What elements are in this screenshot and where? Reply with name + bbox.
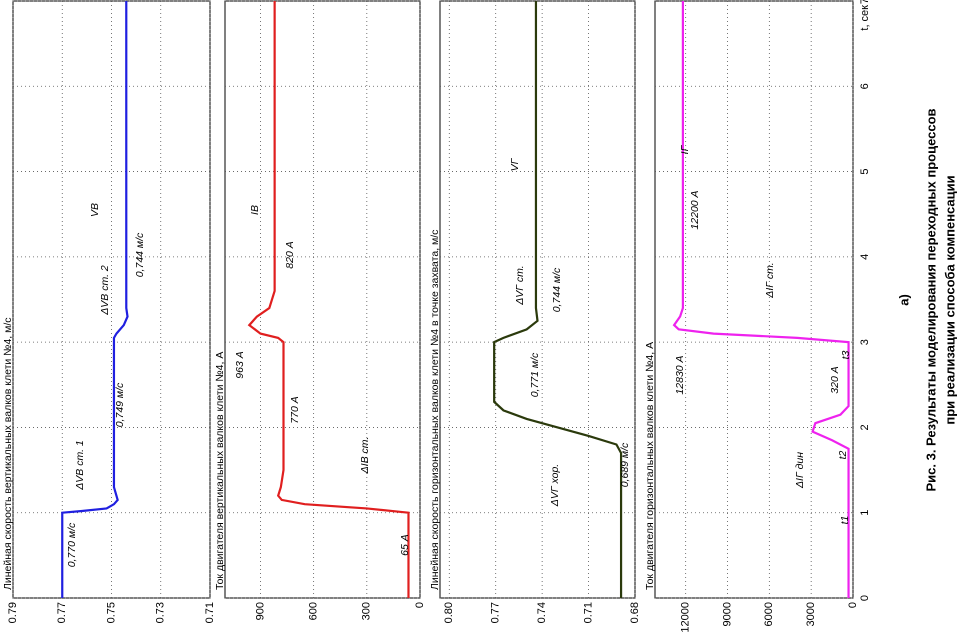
y-tick-label: 0.71 [582,602,594,623]
annotation: 0,689 м/с [619,442,631,487]
annotation: ΔVГ хор. [549,464,561,507]
panel-title: Ток двигателя горизонтальных валков клет… [644,342,656,590]
annotation: t2 [837,450,849,459]
y-tick-label: 0.74 [536,602,548,623]
annotation: 0,744 м/с [134,232,146,277]
annotation: t3 [840,350,852,359]
annotation: 65 А [399,534,411,556]
annotation: ΔIВ ст. [359,437,371,475]
annotation: ΔVГ ст. [514,265,526,305]
annotation: 0,771 м/с [529,352,541,397]
panel-frame [439,0,636,599]
y-tick-label: 300 [361,602,373,620]
y-tick-label: 900 [254,602,266,620]
y-tick-label: 0.77 [490,602,502,623]
x-tick-label: 4 [859,254,871,260]
y-tick-label: 0.68 [629,602,641,623]
annotation: t1 [839,516,851,525]
x-tick-label: 2 [859,424,871,430]
annotation: 0,744 м/с [551,267,563,312]
annotation: 320 А [829,366,841,393]
annotation: IВ [249,205,261,215]
y-tick-label: 600 [308,602,320,620]
y-tick-label: 0 [847,602,859,608]
annotation: 963 А [234,351,246,378]
annotation: VГ [509,157,521,171]
y-tick-label: 0.71 [204,602,216,623]
panel-title: Линейная скорость горизонтальных валков … [429,230,441,590]
annotation: 12830 А [674,355,686,394]
y-tick-label: 0.77 [56,602,68,623]
panel-title: Линейная скорость вертикальных валков кл… [2,317,14,590]
data-line [493,1,623,598]
data-line [247,1,410,598]
annotation: IГ [679,144,691,154]
x-tick-label: 7 [859,0,871,4]
annotation: 770 А [289,396,301,423]
data-line [61,1,129,598]
panel-title: Ток двигателя вертикальных валков клети … [214,352,226,590]
x-tick-label: 1 [859,510,871,516]
panel-frame [12,0,211,599]
x-tick-label: 0 [859,595,871,601]
y-tick-label: 3000 [805,602,817,626]
panel-frame [224,0,421,599]
annotation: ΔVВ ст. 2 [99,265,111,316]
annotation: ΔIГ ст. [764,262,776,298]
y-tick-label: 0.75 [105,602,117,623]
y-tick-label: 0.79 [7,602,19,623]
y-tick-label: 12000 [680,602,692,632]
y-tick-label: 6000 [763,602,775,626]
annotation: 0,770 м/с [66,522,78,567]
annotation: ΔVВ ст. 1 [74,440,86,491]
y-tick-label: 0.73 [155,602,167,623]
annotation: VВ [89,203,101,217]
annotation: 12200 А [689,190,701,229]
annotation: ΔIГ дин [794,452,806,489]
y-tick-label: 0 [414,602,426,608]
y-tick-label: 9000 [721,602,733,626]
panel-frame [654,0,854,599]
annotation: 0,749 м/с [114,382,126,427]
x-axis-label: t, сек [859,5,871,31]
x-tick-label: 6 [859,83,871,89]
panel-label: а) [896,294,911,306]
x-tick-label: 5 [859,169,871,175]
y-tick-label: 0.80 [443,602,455,623]
caption: при реализации способа компенсации [942,175,957,424]
x-tick-label: 3 [859,339,871,345]
caption: Рис. 3. Результаты моделирования переход… [923,108,938,491]
data-line [672,1,850,598]
annotation: 820 А [284,241,296,268]
